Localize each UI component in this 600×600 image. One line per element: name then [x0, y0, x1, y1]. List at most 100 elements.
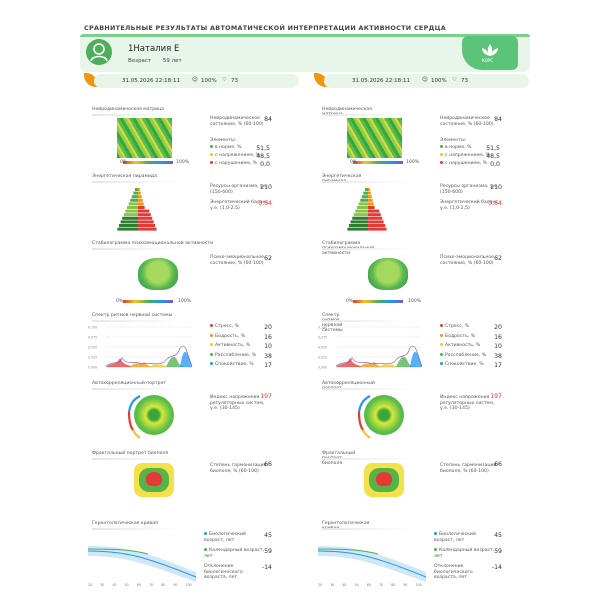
legend-dot	[210, 161, 213, 164]
patient-name: 1Наталия Е	[128, 44, 180, 54]
brain-map	[368, 258, 408, 290]
geron-legend-label: Отклонение биологического возраста, лет	[434, 564, 473, 580]
spectrum-area	[410, 351, 422, 367]
pyramid-bar	[365, 188, 368, 191]
pyramid-bar	[123, 213, 138, 217]
pyramid-bar	[128, 202, 138, 206]
spectrum-legend-item: Стресс, %	[210, 324, 270, 330]
pyramid-bar	[368, 213, 381, 217]
scale-max-label: 100%	[176, 160, 190, 165]
quality-icon: ☺	[192, 77, 198, 83]
biofield-value: 66	[264, 461, 272, 468]
section-divider	[92, 248, 182, 250]
pyramid-bar	[368, 206, 375, 209]
spectrum-legend-label: Спокойствие, %	[215, 362, 254, 367]
result-column: Нейродинамическая матрица0%100%Нейродина…	[0, 0, 502, 600]
pyramid-bar	[360, 198, 368, 202]
x-tick-label: 80	[391, 583, 395, 587]
pyramid-bar	[122, 216, 138, 220]
legend-dot	[210, 362, 213, 365]
session-date: 31.05.2026 22:18:11	[352, 77, 410, 84]
biofield-label: Степень гармонизации биополя, % (60-100)	[440, 463, 497, 474]
legend-dot	[210, 333, 213, 337]
elements-item: с нарушением, %	[440, 161, 500, 167]
neuro-index-label: Нейродинамическое состояние, % (60-100)	[440, 116, 494, 127]
spectrum-legend-item: Стресс, %	[440, 324, 500, 330]
logo	[462, 36, 518, 70]
legend-dot	[204, 548, 207, 551]
spectrum-legend-label: Расслабление, %	[215, 352, 257, 358]
y-tick-label: 0,050	[88, 346, 97, 350]
pyramid-bar	[368, 220, 384, 224]
session-date: 31.05.2026 22:18:11	[122, 77, 180, 84]
heart-icon: ♡	[222, 77, 227, 83]
y-tick-label: 0,075	[318, 336, 327, 340]
section-title: Автокорреляционный портрет	[92, 381, 167, 386]
elements-item: с напряжением, %	[210, 153, 270, 159]
spectrum-area	[150, 364, 168, 367]
legend-dot	[434, 532, 437, 535]
spectrum-legend-label: Активность, %	[445, 343, 481, 348]
spectrum-line	[335, 345, 423, 367]
legend-dot	[210, 153, 213, 156]
elements-item-value: 0,0	[490, 161, 500, 168]
arc-segment	[127, 411, 134, 431]
x-tick-label: 100	[186, 583, 192, 587]
legend-dot	[434, 548, 437, 551]
spectrum-legend-label: Стресс, %	[215, 324, 239, 329]
legend-dot	[210, 324, 213, 327]
autocorrelation-portrait	[134, 395, 174, 435]
pyramid-bar	[125, 209, 138, 213]
energy-pyramid	[347, 188, 387, 231]
section-divider	[92, 181, 182, 183]
neuro-index-value: 84	[494, 116, 502, 123]
arc-segment	[357, 395, 371, 413]
spectrum-area	[360, 362, 382, 367]
elements-item-label: в норме, %	[215, 145, 242, 150]
stress-index-value: 197	[260, 393, 272, 400]
y-tick-label: 0,025	[318, 356, 327, 360]
spectrum-chart: 0,100 0,075 0,050 0,025 0,000	[88, 326, 193, 370]
pyramid-bar	[357, 206, 368, 209]
spectrum-line	[105, 345, 193, 367]
geron-legend-value: -14	[491, 564, 502, 571]
x-tick-label: 20	[318, 583, 322, 587]
legend-dot	[440, 343, 443, 346]
section-divider	[322, 181, 412, 183]
pyramid-bar	[131, 195, 138, 199]
pyramid-bar	[138, 191, 141, 195]
page-title: СРАВНИТЕЛЬНЫЕ РЕЗУЛЬТАТЫ АВТОМАТИЧЕСКОЙ …	[84, 24, 447, 32]
bio-age-curve	[317, 550, 427, 578]
spectrum-legend-label: Бодрость, %	[215, 333, 246, 339]
scale-max-label: 100%	[406, 160, 420, 165]
geron-legend-item: Отклонение биологического возраста, лет	[204, 564, 266, 581]
pyramid-bar	[138, 202, 144, 206]
calendar-age-curve	[87, 548, 149, 555]
y-tick-label: 0,050	[318, 346, 327, 350]
legend-dot	[440, 362, 443, 365]
geron-legend-value: 45	[264, 532, 272, 539]
y-tick-label: 0,000	[88, 366, 97, 370]
x-tick-label: 20	[88, 583, 92, 587]
pyramid-bar	[138, 220, 154, 224]
spectrum-legend-label: Расслабление, %	[445, 352, 487, 358]
biofield-core	[376, 472, 392, 486]
pyramid-bar	[117, 227, 138, 231]
pyramid-bar	[368, 188, 370, 191]
session-quality: 100%	[201, 77, 217, 84]
x-tick-label: 50	[355, 583, 359, 587]
pyramid-bar	[349, 224, 368, 227]
elements-item: с напряжением, %	[440, 153, 500, 159]
legend-dot	[440, 153, 443, 156]
geron-legend-item: Календарный возраст, лет	[204, 548, 266, 559]
norm-band	[318, 546, 426, 582]
spectrum-legend-item: Активность, %	[210, 343, 270, 349]
pyramid-bar	[358, 202, 368, 206]
x-tick-label: 40	[112, 583, 116, 587]
spectrum-legend-label: Бодрость, %	[445, 333, 476, 339]
legend-dot	[204, 532, 207, 535]
pyramid-bar	[133, 191, 138, 195]
resources-label: Ресурсы организма, у.е. (150-600)	[210, 184, 269, 195]
logo-text: КОРС	[482, 58, 494, 63]
